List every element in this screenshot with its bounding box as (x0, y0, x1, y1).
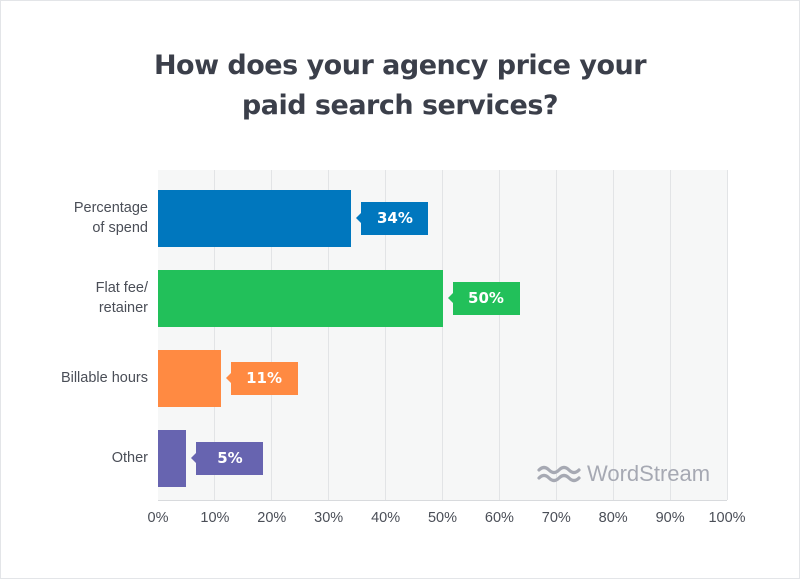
bar-2 (158, 350, 221, 407)
x-tick-label: 20% (257, 510, 287, 526)
category-label: Billable hours (8, 368, 148, 388)
logo-text: WordStream (587, 461, 711, 486)
x-tick-label: 30% (314, 510, 344, 526)
value-label: 5% (191, 442, 264, 475)
category-label-line-1: Percentage (73, 200, 148, 216)
gridline (555, 170, 557, 500)
x-tick-label: 40% (371, 510, 401, 526)
chart-title-line-2: paid search services? (241, 90, 559, 121)
chart-title: How does your agency price your paid sea… (0, 46, 800, 126)
plot-area: 34% 50% 11% 5% (158, 170, 728, 501)
x-tick-label: 80% (598, 510, 628, 526)
category-label: Flat fee/retainer (8, 278, 148, 318)
x-tick-label: 10% (200, 510, 230, 526)
bar-0 (158, 190, 352, 247)
x-tick-label: 90% (655, 510, 685, 526)
x-tick-label: 0% (147, 510, 169, 526)
x-tick-label: 50% (427, 510, 458, 526)
category-label: Percentage of spend (8, 198, 148, 238)
gridline (442, 170, 443, 500)
gridline (669, 170, 671, 500)
category-label-line-1: Other (111, 450, 148, 466)
category-label-line-2: retainer (98, 300, 148, 316)
gridline (214, 170, 216, 500)
value-label: 11% (225, 362, 298, 395)
category-label-line-2: of spend (92, 220, 148, 236)
wordstream-logo: WordStream (537, 461, 710, 487)
x-tick-label: 100% (708, 510, 746, 526)
gridline (271, 170, 273, 500)
value-label: 50% (447, 282, 520, 315)
category-label: Other (8, 448, 148, 468)
category-label-line-1: Flat fee/ (95, 280, 148, 296)
gridline (726, 170, 728, 500)
gridline (385, 170, 387, 500)
x-tick-label: 60% (484, 510, 514, 526)
wave-icon (537, 465, 581, 483)
x-tick-label: 70% (541, 510, 571, 526)
gridline (612, 170, 614, 500)
bar-3 (158, 430, 187, 487)
category-label-line-1: Billable hours (60, 370, 148, 386)
chart-title-line-1: How does your agency price your (153, 50, 647, 81)
gridline (328, 170, 330, 500)
gridline (498, 170, 500, 500)
value-label: 34% (356, 202, 429, 235)
bar-1 (158, 270, 443, 327)
